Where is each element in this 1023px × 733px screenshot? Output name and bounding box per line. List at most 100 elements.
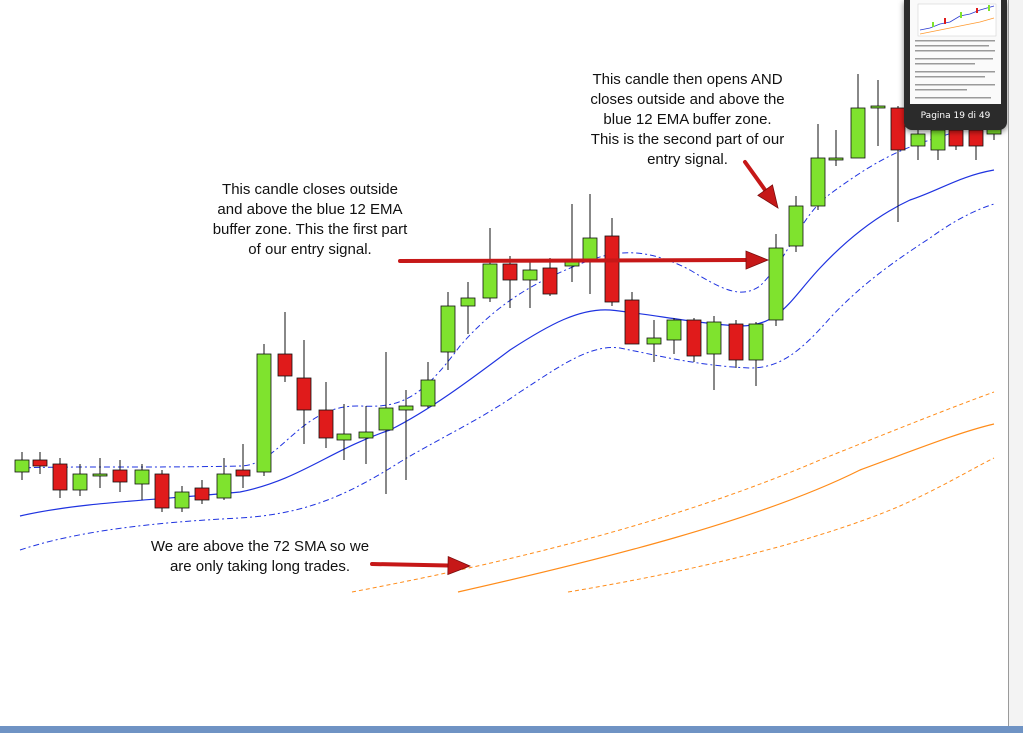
bull-candle xyxy=(748,322,764,386)
bull-candle xyxy=(336,404,352,460)
note-line: closes outside and above the xyxy=(590,91,785,108)
note-line: We are above the 72 SMA so we xyxy=(150,538,370,555)
bull-candle xyxy=(768,234,784,326)
candle-body xyxy=(460,297,476,307)
candle-body xyxy=(112,469,128,483)
first-signal-note: This candle closes outside and above the… xyxy=(190,180,430,260)
candle-body xyxy=(32,459,48,467)
candle-body xyxy=(235,469,251,477)
top-cut-text xyxy=(0,0,1023,4)
note-line: buffer zone. This the first part xyxy=(212,221,408,238)
bull-candle xyxy=(14,452,30,480)
page-thumbnail-popup[interactable]: Pagina 19 di 49 xyxy=(904,0,1007,130)
candle-body xyxy=(542,267,558,295)
candles xyxy=(14,74,1002,512)
candle-body xyxy=(174,491,190,509)
candle-body xyxy=(564,261,580,267)
candle-body xyxy=(604,235,620,303)
candle-body xyxy=(502,263,518,281)
candle-body xyxy=(666,319,682,341)
bull-candle xyxy=(460,282,476,334)
candle-body xyxy=(768,247,784,321)
bear-candle xyxy=(154,470,170,512)
candle-body xyxy=(194,487,210,501)
candle-body xyxy=(788,205,804,247)
page-indicator: Pagina 19 di 49 xyxy=(920,111,991,121)
bull-candle xyxy=(358,406,374,464)
red-arrow xyxy=(370,555,472,576)
annotation-arrows xyxy=(370,160,779,576)
bear-candle xyxy=(502,256,518,308)
bear-candle xyxy=(194,480,210,504)
candle-body xyxy=(358,431,374,439)
candle-body xyxy=(728,323,744,361)
candle-body xyxy=(522,269,538,281)
candle-body xyxy=(277,353,293,377)
note-line: entry signal. xyxy=(647,151,728,168)
candle-body xyxy=(968,129,984,147)
candle-body xyxy=(336,433,352,441)
sma-lower-band xyxy=(567,457,995,593)
sma-72-lines xyxy=(351,391,995,593)
bear-candle xyxy=(686,318,702,362)
arrow-head xyxy=(447,555,472,576)
candle-body xyxy=(72,473,88,491)
candle-body xyxy=(296,377,312,411)
bull-candle xyxy=(72,464,88,496)
note-line: This candle then opens AND xyxy=(592,71,783,88)
bottom-toolbar-edge xyxy=(0,726,1023,733)
candle-body xyxy=(256,353,272,473)
candle-body xyxy=(92,473,108,477)
bull-candle xyxy=(378,352,394,494)
bear-candle xyxy=(728,320,744,368)
bear-candle xyxy=(52,458,68,498)
red-arrow xyxy=(743,160,779,209)
bull-candle xyxy=(666,318,682,354)
candle-body xyxy=(828,157,844,161)
arrow-shaft xyxy=(743,160,768,193)
candle-body xyxy=(870,105,886,109)
bull-candle xyxy=(482,228,498,302)
note-line: of our entry signal. xyxy=(248,241,372,258)
note-line: are only taking long trades. xyxy=(169,558,351,575)
candle-body xyxy=(850,107,866,159)
bull-candle xyxy=(930,112,946,160)
bull-candle xyxy=(646,320,662,362)
bull-candle xyxy=(174,486,190,512)
note-line: and above the blue 12 EMA xyxy=(217,201,403,218)
candle-body xyxy=(646,337,662,345)
sma-center-line xyxy=(457,423,995,593)
bull-candle xyxy=(788,196,804,252)
bull-candle xyxy=(564,204,580,282)
arrow-head xyxy=(757,184,779,209)
bull-candle xyxy=(582,194,598,294)
bull-candle xyxy=(810,124,826,210)
bull-candle xyxy=(216,458,232,500)
ema-center-line xyxy=(19,169,995,517)
candle-body xyxy=(216,473,232,499)
vertical-scrollbar[interactable] xyxy=(1008,0,1023,733)
candle-body xyxy=(948,129,964,147)
bear-candle xyxy=(968,129,984,160)
bear-candle xyxy=(32,452,48,474)
candle-body xyxy=(890,107,906,151)
thumbnail-preview[interactable] xyxy=(910,0,1001,104)
candle-body xyxy=(378,407,394,431)
candle-body xyxy=(686,319,702,357)
note-line: This is the second part of our xyxy=(590,131,785,148)
red-arrow xyxy=(398,250,770,270)
candlestick-chart xyxy=(14,74,1002,593)
bear-candle xyxy=(948,129,964,150)
bull-candle xyxy=(828,130,844,166)
bull-candle xyxy=(134,464,150,500)
sma-upper-band xyxy=(351,391,995,593)
bull-candle xyxy=(870,80,886,146)
note-line: This candle closes outside xyxy=(222,181,398,198)
candle-body xyxy=(930,129,946,151)
ema-lower-band xyxy=(19,203,995,551)
thumbnail-mini-chart xyxy=(915,3,997,99)
arrow-shaft xyxy=(398,258,749,263)
bull-candle xyxy=(850,74,866,159)
sma-note: We are above the 72 SMA so we are only t… xyxy=(120,537,400,577)
